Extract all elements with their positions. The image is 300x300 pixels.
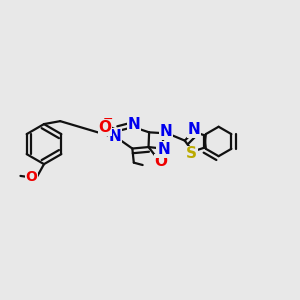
Text: S: S [186, 146, 197, 161]
Text: −: − [103, 112, 113, 126]
Text: O: O [155, 154, 168, 169]
Text: N: N [188, 122, 200, 137]
Text: N: N [128, 117, 140, 132]
Text: N: N [160, 124, 172, 139]
Text: O: O [98, 120, 112, 135]
Text: N: N [109, 129, 122, 144]
Text: N: N [157, 142, 170, 157]
Text: O: O [26, 170, 37, 184]
